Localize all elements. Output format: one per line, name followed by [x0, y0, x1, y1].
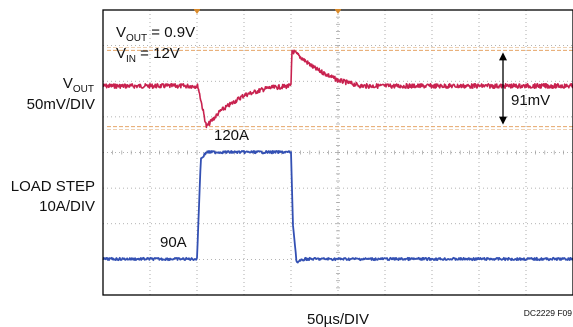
- channel2-label: LOAD STEP: [11, 178, 95, 195]
- delta-arrow-head-up: [499, 52, 507, 61]
- delta-v-label: 91mV: [511, 92, 550, 109]
- load-low-label: 90A: [160, 234, 187, 251]
- channel1-label: VOUT: [63, 75, 94, 95]
- trigger-marker-1: [193, 9, 201, 14]
- channel2-scale-label: 10A/DIV: [39, 198, 95, 215]
- load-high-label: 120A: [214, 127, 249, 144]
- vout-trace: [102, 49, 573, 129]
- vin-setting-label: VIN = 12V: [116, 45, 180, 65]
- trigger-markers: [193, 9, 342, 14]
- trigger-marker-2: [334, 9, 342, 14]
- x-axis-label: 50µs/DIV: [307, 311, 369, 327]
- delta-arrow-head-down: [499, 116, 507, 125]
- load-step-trace: [102, 150, 573, 264]
- vout-setting-label: VOUT = 0.9V: [116, 24, 195, 44]
- channel1-scale-label: 50mV/DIV: [27, 96, 95, 113]
- traces: [102, 49, 573, 264]
- delta-arrow: [499, 52, 507, 125]
- figure-id: DC2229 F09: [524, 308, 572, 318]
